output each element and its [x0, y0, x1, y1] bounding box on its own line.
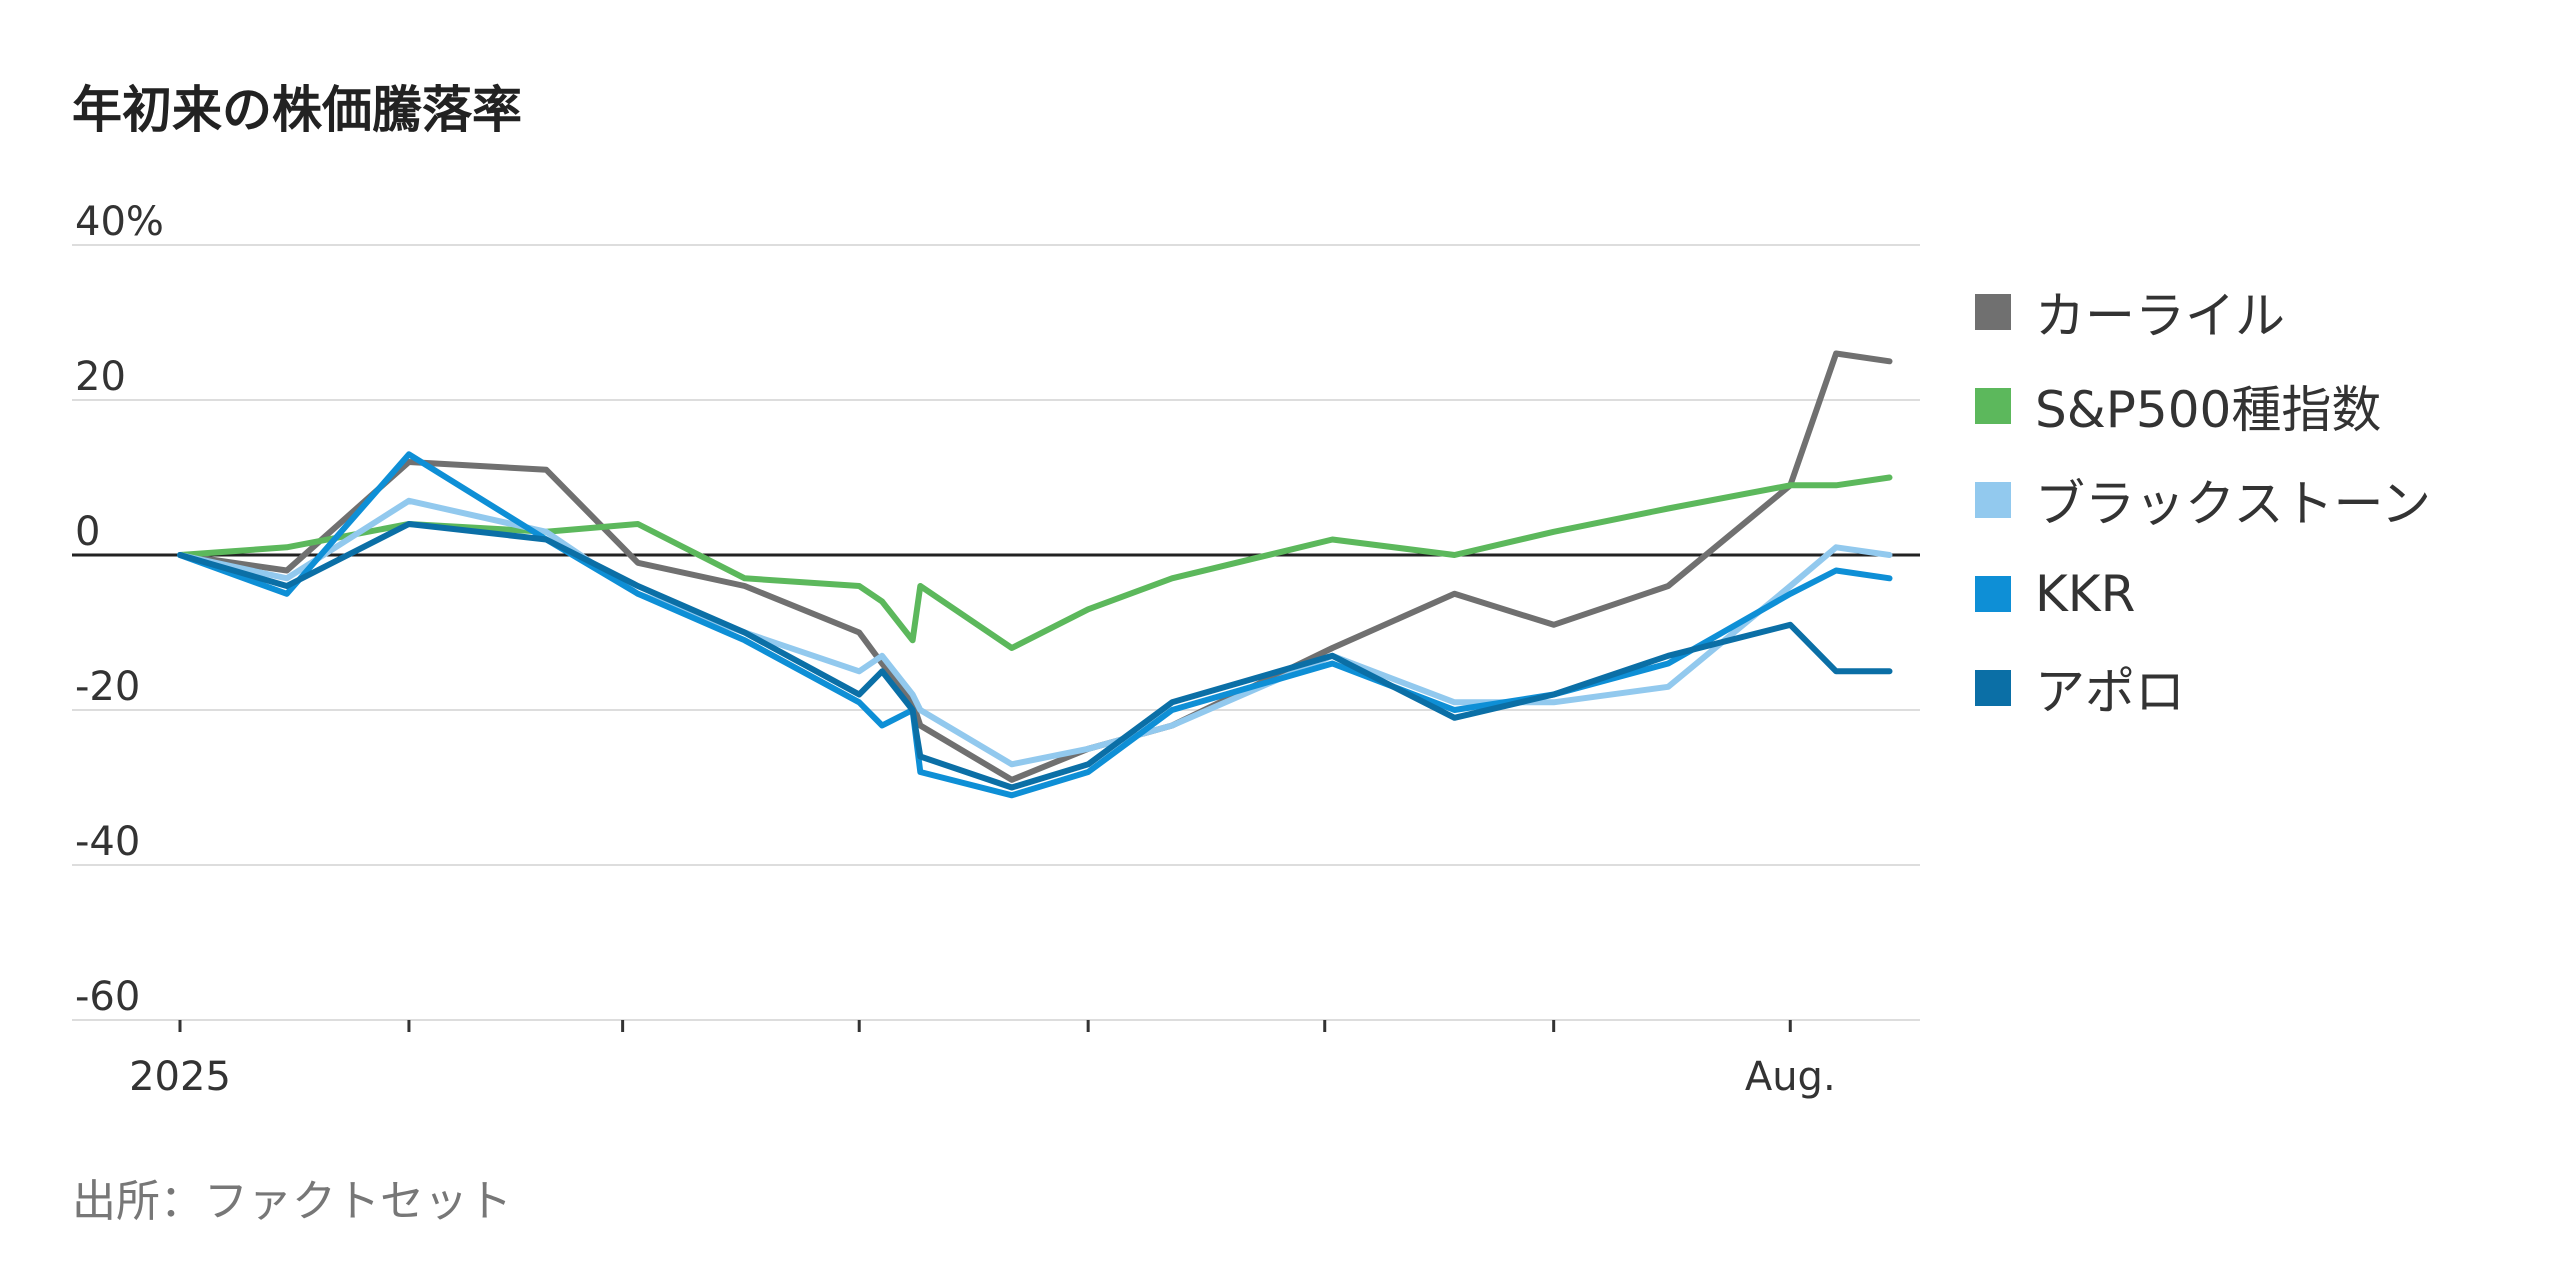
- y-tick-label: 0: [75, 509, 100, 555]
- series-line: [177, 521, 1893, 791]
- y-tick-label: -40: [75, 819, 140, 865]
- legend-label: アポロ: [2035, 663, 2185, 721]
- legend-swatch: [1975, 482, 2011, 518]
- legend-item: S&P500種指数: [1975, 359, 2431, 453]
- y-tick-label: 20: [75, 354, 126, 400]
- x-tick-label: Aug.: [1745, 1054, 1836, 1100]
- legend-item: KKR: [1975, 547, 2431, 641]
- y-axis-labels: 40% 20 0 -20 -40 -60: [75, 199, 164, 1020]
- chart-title: 年初来の株価騰落率: [72, 81, 522, 139]
- series-line: [177, 497, 1893, 768]
- legend-swatch: [1975, 388, 2011, 424]
- y-tick-label: -60: [75, 974, 140, 1020]
- y-tick-label: 40%: [75, 199, 164, 245]
- y-tick-label: -20: [75, 664, 140, 710]
- legend: カーライル S&P500種指数 ブラックストーン KKR アポロ: [1975, 265, 2431, 735]
- legend-swatch: [1975, 670, 2011, 706]
- series-line: [177, 474, 1893, 651]
- x-axis: 2025 Aug.: [129, 1020, 1836, 1100]
- series-lines: [177, 350, 1893, 799]
- legend-label: ブラックストーン: [2035, 475, 2431, 533]
- legend-label: S&P500種指数: [2035, 381, 2382, 439]
- legend-item: ブラックストーン: [1975, 453, 2431, 547]
- legend-item: カーライル: [1975, 265, 2431, 359]
- x-tick-label: 2025: [129, 1054, 231, 1100]
- source-note: 出所：ファクトセット: [72, 1176, 512, 1227]
- legend-swatch: [1975, 294, 2011, 330]
- gridlines: [72, 244, 1920, 1021]
- legend-item: アポロ: [1975, 641, 2431, 735]
- series-line: [177, 350, 1893, 783]
- legend-label: KKR: [2035, 565, 2136, 623]
- legend-swatch: [1975, 576, 2011, 612]
- legend-label: カーライル: [2035, 287, 2285, 345]
